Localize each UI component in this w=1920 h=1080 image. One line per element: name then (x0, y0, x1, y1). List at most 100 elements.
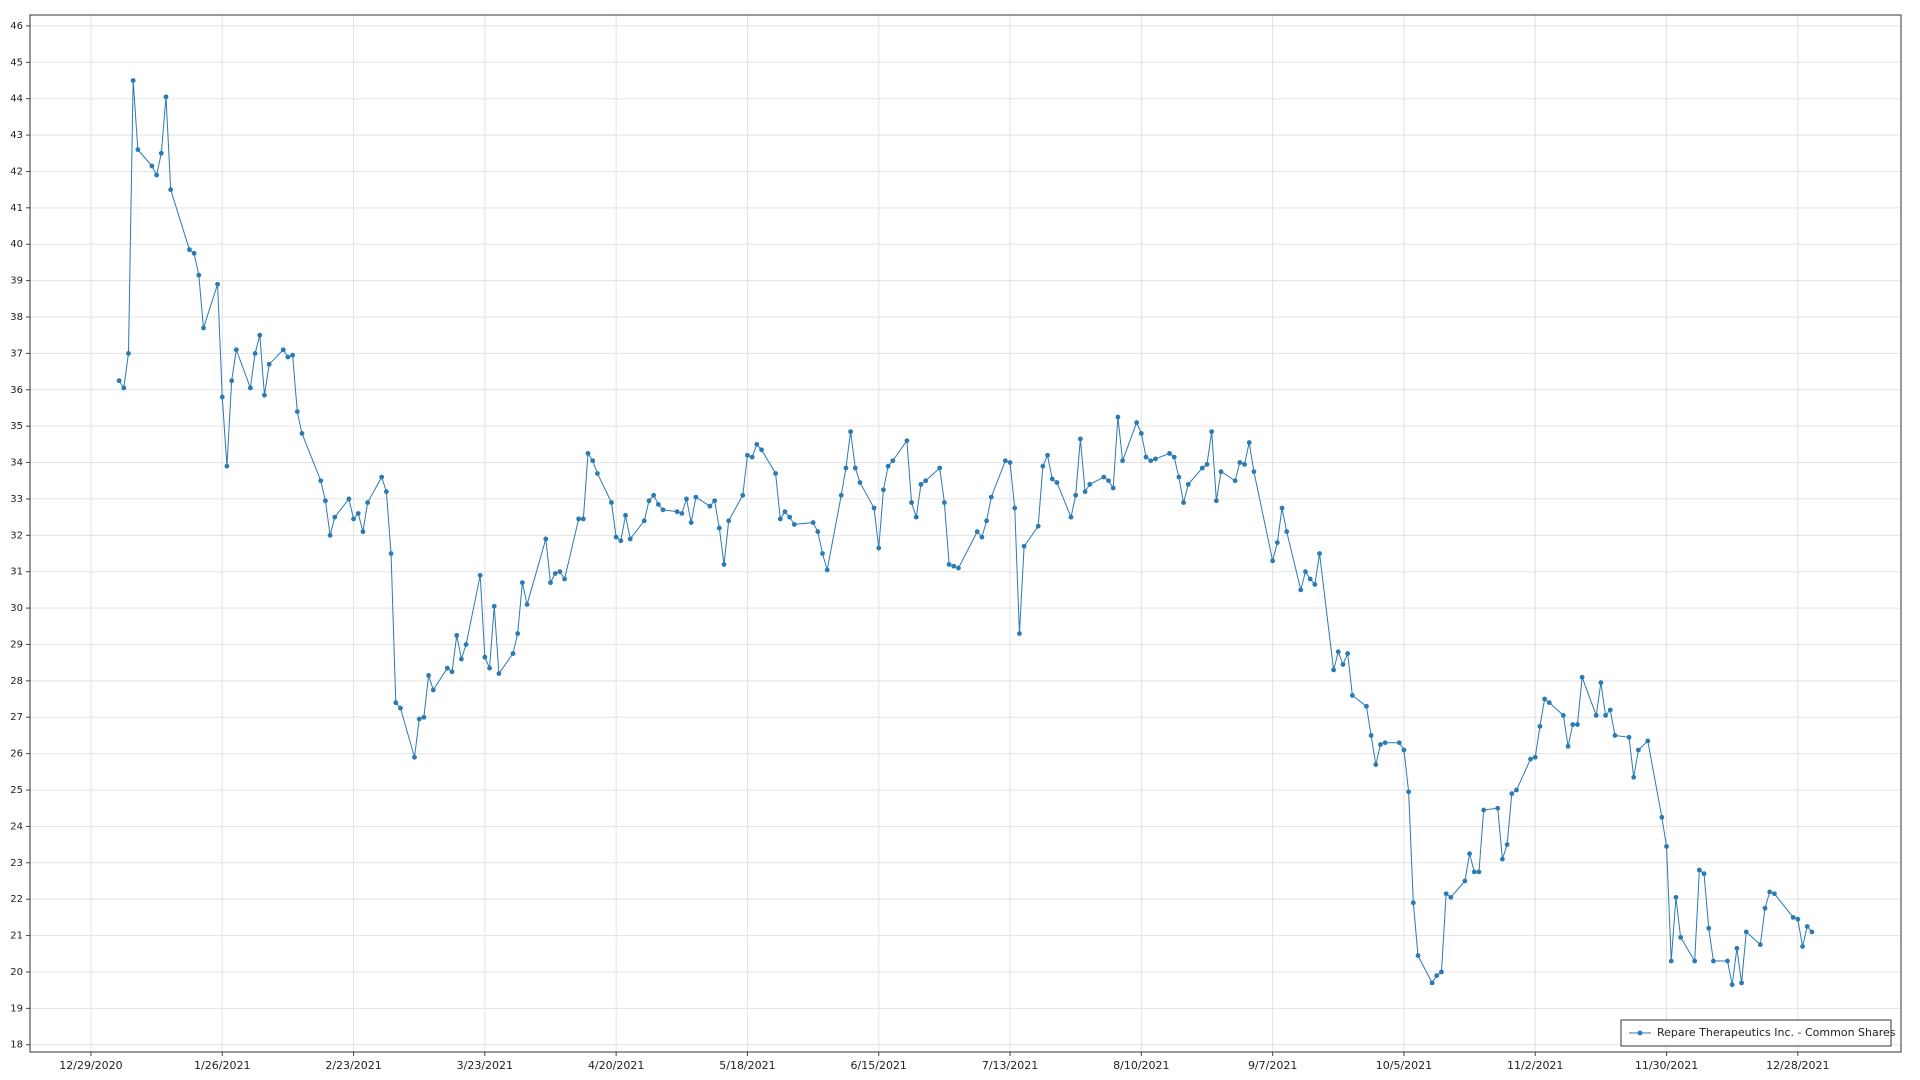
y-tick-label: 28 (10, 676, 23, 687)
point (1546, 700, 1552, 706)
point (1439, 969, 1444, 975)
y-tick-label: 24 (10, 821, 23, 832)
x-tick-label: 12/28/2021 (1766, 1059, 1829, 1072)
point (1382, 740, 1388, 746)
point (383, 489, 389, 495)
point (1298, 587, 1304, 593)
point (1209, 429, 1215, 435)
point (1364, 703, 1369, 709)
point (477, 572, 483, 578)
point (782, 509, 788, 515)
point (412, 754, 417, 760)
point (1017, 631, 1022, 636)
y-tick-label: 30 (10, 603, 23, 614)
point (1171, 454, 1177, 460)
point (196, 272, 202, 278)
point (1579, 674, 1585, 680)
x-tick-label: 11/2/2021 (1507, 1059, 1563, 1072)
x-tick-label: 12/29/2020 (59, 1059, 122, 1072)
point (266, 361, 272, 367)
point (590, 458, 596, 464)
point (262, 392, 267, 398)
point (1528, 756, 1533, 762)
point (365, 500, 371, 505)
point (810, 520, 816, 525)
y-tick-label: 40 (10, 239, 23, 250)
point (430, 687, 436, 693)
point (1429, 980, 1435, 986)
point (1481, 807, 1487, 813)
x-tick-label: 5/18/2021 (719, 1059, 775, 1072)
point (224, 463, 230, 469)
point (1368, 733, 1374, 738)
point (355, 511, 361, 516)
point (848, 429, 854, 435)
point (791, 522, 797, 527)
point (491, 603, 497, 609)
point (1401, 747, 1407, 753)
point (815, 529, 821, 535)
point (773, 471, 778, 476)
point (548, 580, 553, 586)
point (979, 534, 985, 540)
y-tick-label: 27 (10, 712, 23, 723)
point (726, 518, 732, 524)
point (660, 507, 666, 513)
x-tick-label: 7/13/2021 (982, 1059, 1038, 1072)
point (1396, 740, 1402, 746)
point (1664, 844, 1669, 849)
x-tick-label: 2/23/2021 (325, 1059, 381, 1072)
point (1565, 743, 1571, 749)
point (1007, 460, 1013, 465)
point (1284, 529, 1290, 535)
point (749, 454, 755, 460)
point (1068, 514, 1074, 520)
y-tick-label: 45 (10, 57, 23, 68)
point (951, 563, 957, 569)
point (1303, 569, 1308, 575)
point (651, 492, 657, 498)
y-tick-label: 26 (10, 749, 23, 760)
point (487, 665, 492, 671)
point (1729, 982, 1735, 988)
point (1673, 894, 1679, 900)
point (1181, 500, 1186, 505)
point (1138, 431, 1144, 436)
point (1106, 478, 1111, 484)
point (1274, 540, 1280, 545)
point (388, 551, 394, 556)
point (1204, 461, 1210, 467)
point (285, 354, 291, 360)
point (219, 394, 225, 400)
point (1199, 465, 1205, 471)
y-tick-label: 36 (10, 385, 23, 396)
point (946, 562, 952, 567)
point (327, 532, 333, 538)
point (1542, 696, 1548, 702)
point (158, 150, 164, 156)
point (843, 465, 849, 471)
point (1270, 558, 1276, 564)
point (904, 438, 910, 444)
point (609, 500, 614, 505)
y-tick-label: 34 (10, 458, 23, 469)
point (1415, 953, 1421, 958)
point (585, 451, 591, 456)
point (1804, 924, 1810, 929)
point (745, 452, 750, 458)
point (1537, 723, 1543, 729)
point (154, 172, 160, 178)
legend-label: Repare Therapeutics Inc. - Common Shares (1657, 1026, 1896, 1039)
point (323, 498, 328, 504)
point (1242, 461, 1247, 467)
point (163, 94, 169, 100)
point (398, 705, 403, 711)
x-tick-label: 10/5/2021 (1376, 1059, 1432, 1072)
point (1143, 454, 1149, 460)
point (1077, 436, 1083, 442)
point (1532, 754, 1538, 760)
y-tick-label: 21 (10, 931, 23, 942)
point (820, 551, 825, 556)
